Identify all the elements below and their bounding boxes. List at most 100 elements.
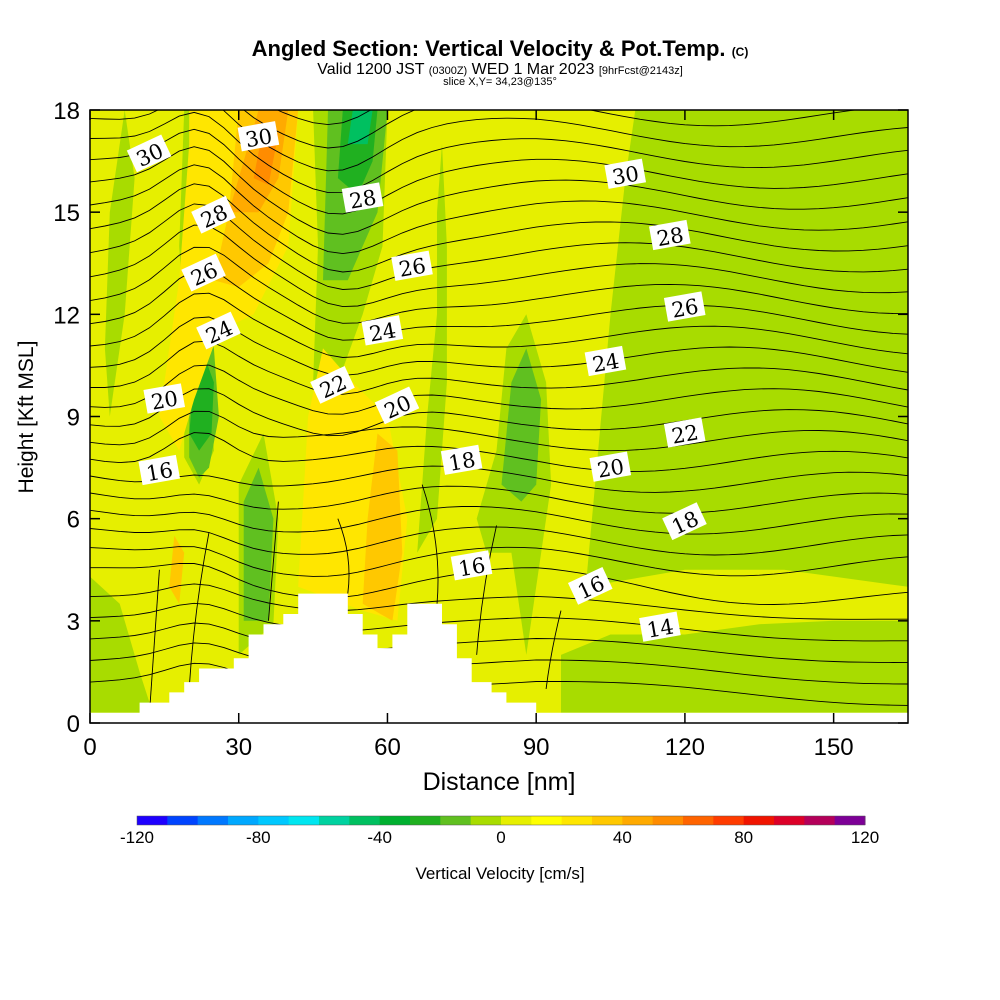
contour-label: 30 [237,121,280,152]
contour-label-bg [143,383,186,414]
chart-title-main: Angled Section: Vertical Velocity & Pot.… [251,36,726,61]
x-tick-label: 90 [523,734,550,761]
contour-label-text: 26 [670,294,700,322]
contour-label: 24 [361,315,404,347]
contour-label-text: 18 [447,448,477,476]
isentrope-line [90,146,908,235]
isentrope-line [90,526,908,556]
isentrope-line [90,364,908,415]
colorbar [136,815,866,826]
velocity-region-7 [561,620,908,713]
colorbar-title: Vertical Velocity [cm/s] [415,864,585,883]
isentrope-line [90,110,908,172]
contour-label-text: 16 [144,458,174,486]
contour-label: 18 [440,444,483,476]
isentrope-line [90,506,908,535]
contour-label-bg [126,134,172,173]
y-tick-label: 3 [67,609,80,636]
isentrope-line [545,610,562,690]
slice-info: slice X,Y= 34,23@135° [443,76,557,88]
isentrope-line [90,111,908,194]
contour-label-bg [341,182,384,213]
contour-label-text: 28 [348,185,378,213]
valid-zulu: (0300Z) [428,65,468,77]
contour-label-bg [196,311,241,350]
chart-title: Angled Section: Vertical Velocity & Pot.… [0,36,1000,62]
contour-label-bg [374,386,420,425]
contour-label-bg [567,566,613,605]
colorbar-swatch [228,816,259,825]
contour-label-bg [361,315,404,346]
colorbar-tick-label: 120 [850,828,880,847]
y-tick-label: 12 [53,302,80,329]
valid-date: WED 1 Mar 2023 [471,61,595,78]
contour-label-bg [639,611,681,642]
contour-label-bg [237,121,280,152]
isentrope-line [90,164,908,255]
terrain [90,593,908,723]
contour-label: 24 [584,345,627,377]
contour-label-bg [450,550,493,581]
contour-label-bg [191,195,236,234]
contour-label-text: 20 [595,454,625,482]
isentrope-line [90,562,908,605]
colorbar-tick-label: -120 [119,828,155,847]
contour-label-text: 16 [457,553,487,581]
isentrope-line [268,501,279,621]
isentrope-line [90,622,908,663]
x-tick-label: 60 [374,734,401,761]
velocity-region-1 [104,110,135,417]
colorbar-swatch [137,816,168,825]
y-tick-label: 18 [53,98,80,125]
contour-label-bg [440,444,483,475]
isentrope-line [90,292,908,358]
colorbar-swatch [743,816,775,825]
contour-label-text: 24 [591,349,621,377]
isentrope-line [90,465,908,493]
colorbar-swatch [561,816,593,825]
colorbar-swatch [683,816,714,825]
contour-label-text: 24 [367,318,397,346]
valid-fcst: [9hrFcst@2143z] [598,65,683,77]
colorbar-swatch [531,816,563,825]
isentrope-line [90,246,908,324]
isentrope-line [188,532,210,689]
isentrope-line [90,583,908,620]
y-axis-label: Height [Kft MSL] [15,341,38,494]
y-tick-label: 9 [67,405,80,432]
colorbar-tick-label: -40 [367,828,392,847]
x-axis-label: Distance [nm] [423,768,576,796]
isentrope-line [90,340,908,395]
colorbar-swatch [470,816,502,825]
contour-label: 16 [450,550,493,581]
x-tick-label: 30 [225,734,252,761]
contour-label: 28 [649,219,691,251]
contour-label-bg [584,345,627,377]
contour-label-bg [604,158,647,189]
y-tick-label: 0 [67,711,80,738]
isentrope-line [90,642,908,685]
colorbar-swatch [501,816,532,825]
isentrope-line [421,484,439,604]
y-tick-label: 15 [53,200,80,227]
x-tick-label: 150 [814,734,854,761]
contour-label: 16 [138,454,181,486]
isentrope-line [476,525,497,655]
contour-label: 26 [391,250,433,282]
isentrope-line [90,128,908,215]
contour-label-text: 30 [244,124,274,152]
x-tick-label: 0 [83,734,96,761]
chart-valid-line: Valid 1200 JST (0300Z) WED 1 Mar 2023 [9… [0,61,1000,79]
isentrope-line [90,269,908,341]
colorbar-swatch [713,816,745,825]
contour-label-bg [181,253,226,292]
contour-label-bg [138,454,181,486]
contour-label: 20 [143,383,186,415]
colorbar-tick-label: 80 [734,828,754,847]
colorbar-swatch [592,816,623,825]
colorbar-swatch [288,816,320,825]
contour-label-text: 22 [670,420,700,448]
isentrope-line [337,518,350,594]
velocity-region-10 [243,467,274,621]
